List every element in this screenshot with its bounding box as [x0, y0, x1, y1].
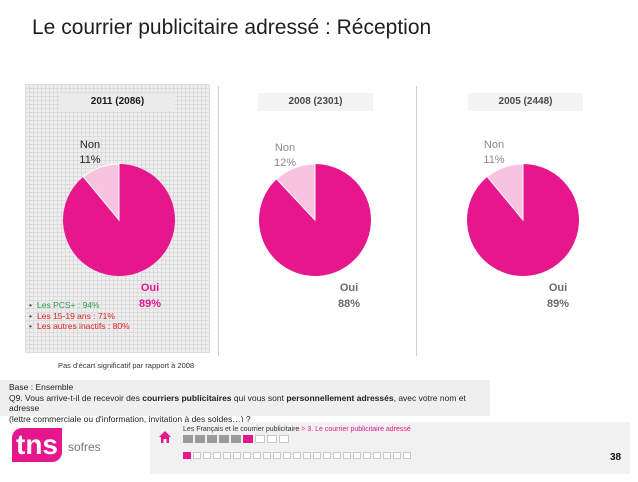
category-label: Non [79, 139, 101, 151]
footer-navigation [150, 422, 630, 474]
progress-square[interactable] [193, 452, 201, 459]
tns-sofres-logo: tns sofres [12, 428, 152, 464]
pie-chart-2005 [467, 163, 579, 276]
base-label: Base : Ensemble [9, 382, 74, 392]
category-label: Oui [339, 282, 359, 294]
pie-header-2005: 2005 (2448) [468, 93, 583, 111]
divider [218, 86, 219, 356]
bullet-text: Les 15-19 ans : 71% [37, 310, 115, 321]
pie-label-oui-2011: Oui 89% [130, 280, 170, 312]
progress-square[interactable] [233, 452, 241, 459]
value-label: 12% [273, 157, 297, 169]
progress-square[interactable] [333, 452, 341, 459]
pie-label-non-2011: Non 11% [72, 138, 108, 168]
progress-square[interactable] [283, 452, 291, 459]
question-text-continued: (lettre commerciale ou d'information, in… [9, 413, 251, 424]
list-item: • Les 15-19 ans : 71% [29, 310, 115, 321]
value-label: 11% [79, 154, 101, 166]
progress-square[interactable] [279, 435, 289, 443]
list-item: • Les PCS+ : 94% [29, 300, 100, 310]
pie-chart-2011 [63, 163, 175, 276]
breadcrumb[interactable]: Les Français et le courrier publicitaire… [183, 426, 411, 433]
category-label: Non [483, 139, 505, 151]
bullet-text: Les autres inactifs : 80% [37, 321, 130, 331]
progress-square[interactable] [323, 452, 331, 459]
progress-square[interactable] [393, 452, 401, 459]
progress-square[interactable] [293, 452, 301, 459]
progress-square[interactable] [203, 452, 211, 459]
logo-tns: tns [12, 428, 62, 462]
progress-square[interactable] [243, 435, 253, 443]
pie-label-non-2005: Non 11% [476, 138, 512, 168]
logo-sofres: sofres [68, 440, 101, 454]
progress-square[interactable] [363, 452, 371, 459]
base-question-box: Base : Ensemble Q9. Vous arrive-t-il de … [0, 380, 490, 424]
progress-square[interactable] [253, 452, 261, 459]
progress-square[interactable] [207, 435, 217, 443]
progress-square[interactable] [183, 435, 193, 443]
value-label: 89% [546, 298, 570, 310]
progress-square[interactable] [263, 452, 271, 459]
significance-note: Pas d'écart significatif par rapport à 2… [58, 361, 195, 370]
pie-chart-2008 [259, 163, 371, 276]
page-title: Le courrier publicitaire adressé : Récep… [32, 16, 432, 39]
progress-square[interactable] [195, 435, 205, 443]
progress-square[interactable] [383, 452, 391, 459]
page-number: 38 [610, 452, 622, 463]
pie-header-2011: 2011 (2086) [60, 93, 175, 111]
progress-square[interactable] [373, 452, 381, 459]
category-label: Non [274, 142, 296, 154]
value-label: 88% [337, 298, 361, 310]
progress-square[interactable] [303, 452, 311, 459]
progress-square[interactable] [353, 452, 361, 459]
progress-square[interactable] [255, 435, 265, 443]
progress-square[interactable] [219, 435, 229, 443]
pie-slice-non [275, 163, 316, 222]
progress-square[interactable] [213, 452, 221, 459]
pie-label-oui-2008: Oui 88% [329, 280, 369, 312]
pie-slice-non [82, 163, 120, 222]
divider [416, 86, 417, 356]
pie-header-2008: 2008 (2301) [258, 93, 373, 111]
progress-square[interactable] [183, 452, 191, 459]
pie-slice-non [486, 163, 524, 222]
progress-square[interactable] [343, 452, 351, 459]
category-label: Oui [140, 282, 160, 294]
progress-square[interactable] [231, 435, 241, 443]
progress-square[interactable] [267, 435, 277, 443]
progress-square[interactable] [243, 452, 251, 459]
value-label: 11% [483, 154, 505, 166]
progress-square[interactable] [403, 452, 411, 459]
bullet-text: Les PCS+ : 94% [37, 300, 100, 310]
progress-square[interactable] [223, 452, 231, 459]
progress-square[interactable] [313, 452, 321, 459]
list-item: • Les autres inactifs : 80% [29, 321, 130, 331]
pie-label-non-2008: Non 12% [267, 141, 303, 171]
value-label: 89% [138, 298, 162, 310]
category-label: Oui [548, 282, 568, 294]
progress-square[interactable] [273, 452, 281, 459]
section-progress [183, 435, 289, 443]
pie-label-oui-2005: Oui 89% [538, 280, 578, 312]
subgroup-bullets: • Les PCS+ : 94% • Les 15-19 ans : 71% • Le… [29, 300, 130, 332]
question-text: Q9. Vous arrive-t-il de recevoir des cou… [9, 392, 466, 414]
home-icon[interactable] [158, 430, 172, 444]
slide-progress [183, 452, 411, 459]
